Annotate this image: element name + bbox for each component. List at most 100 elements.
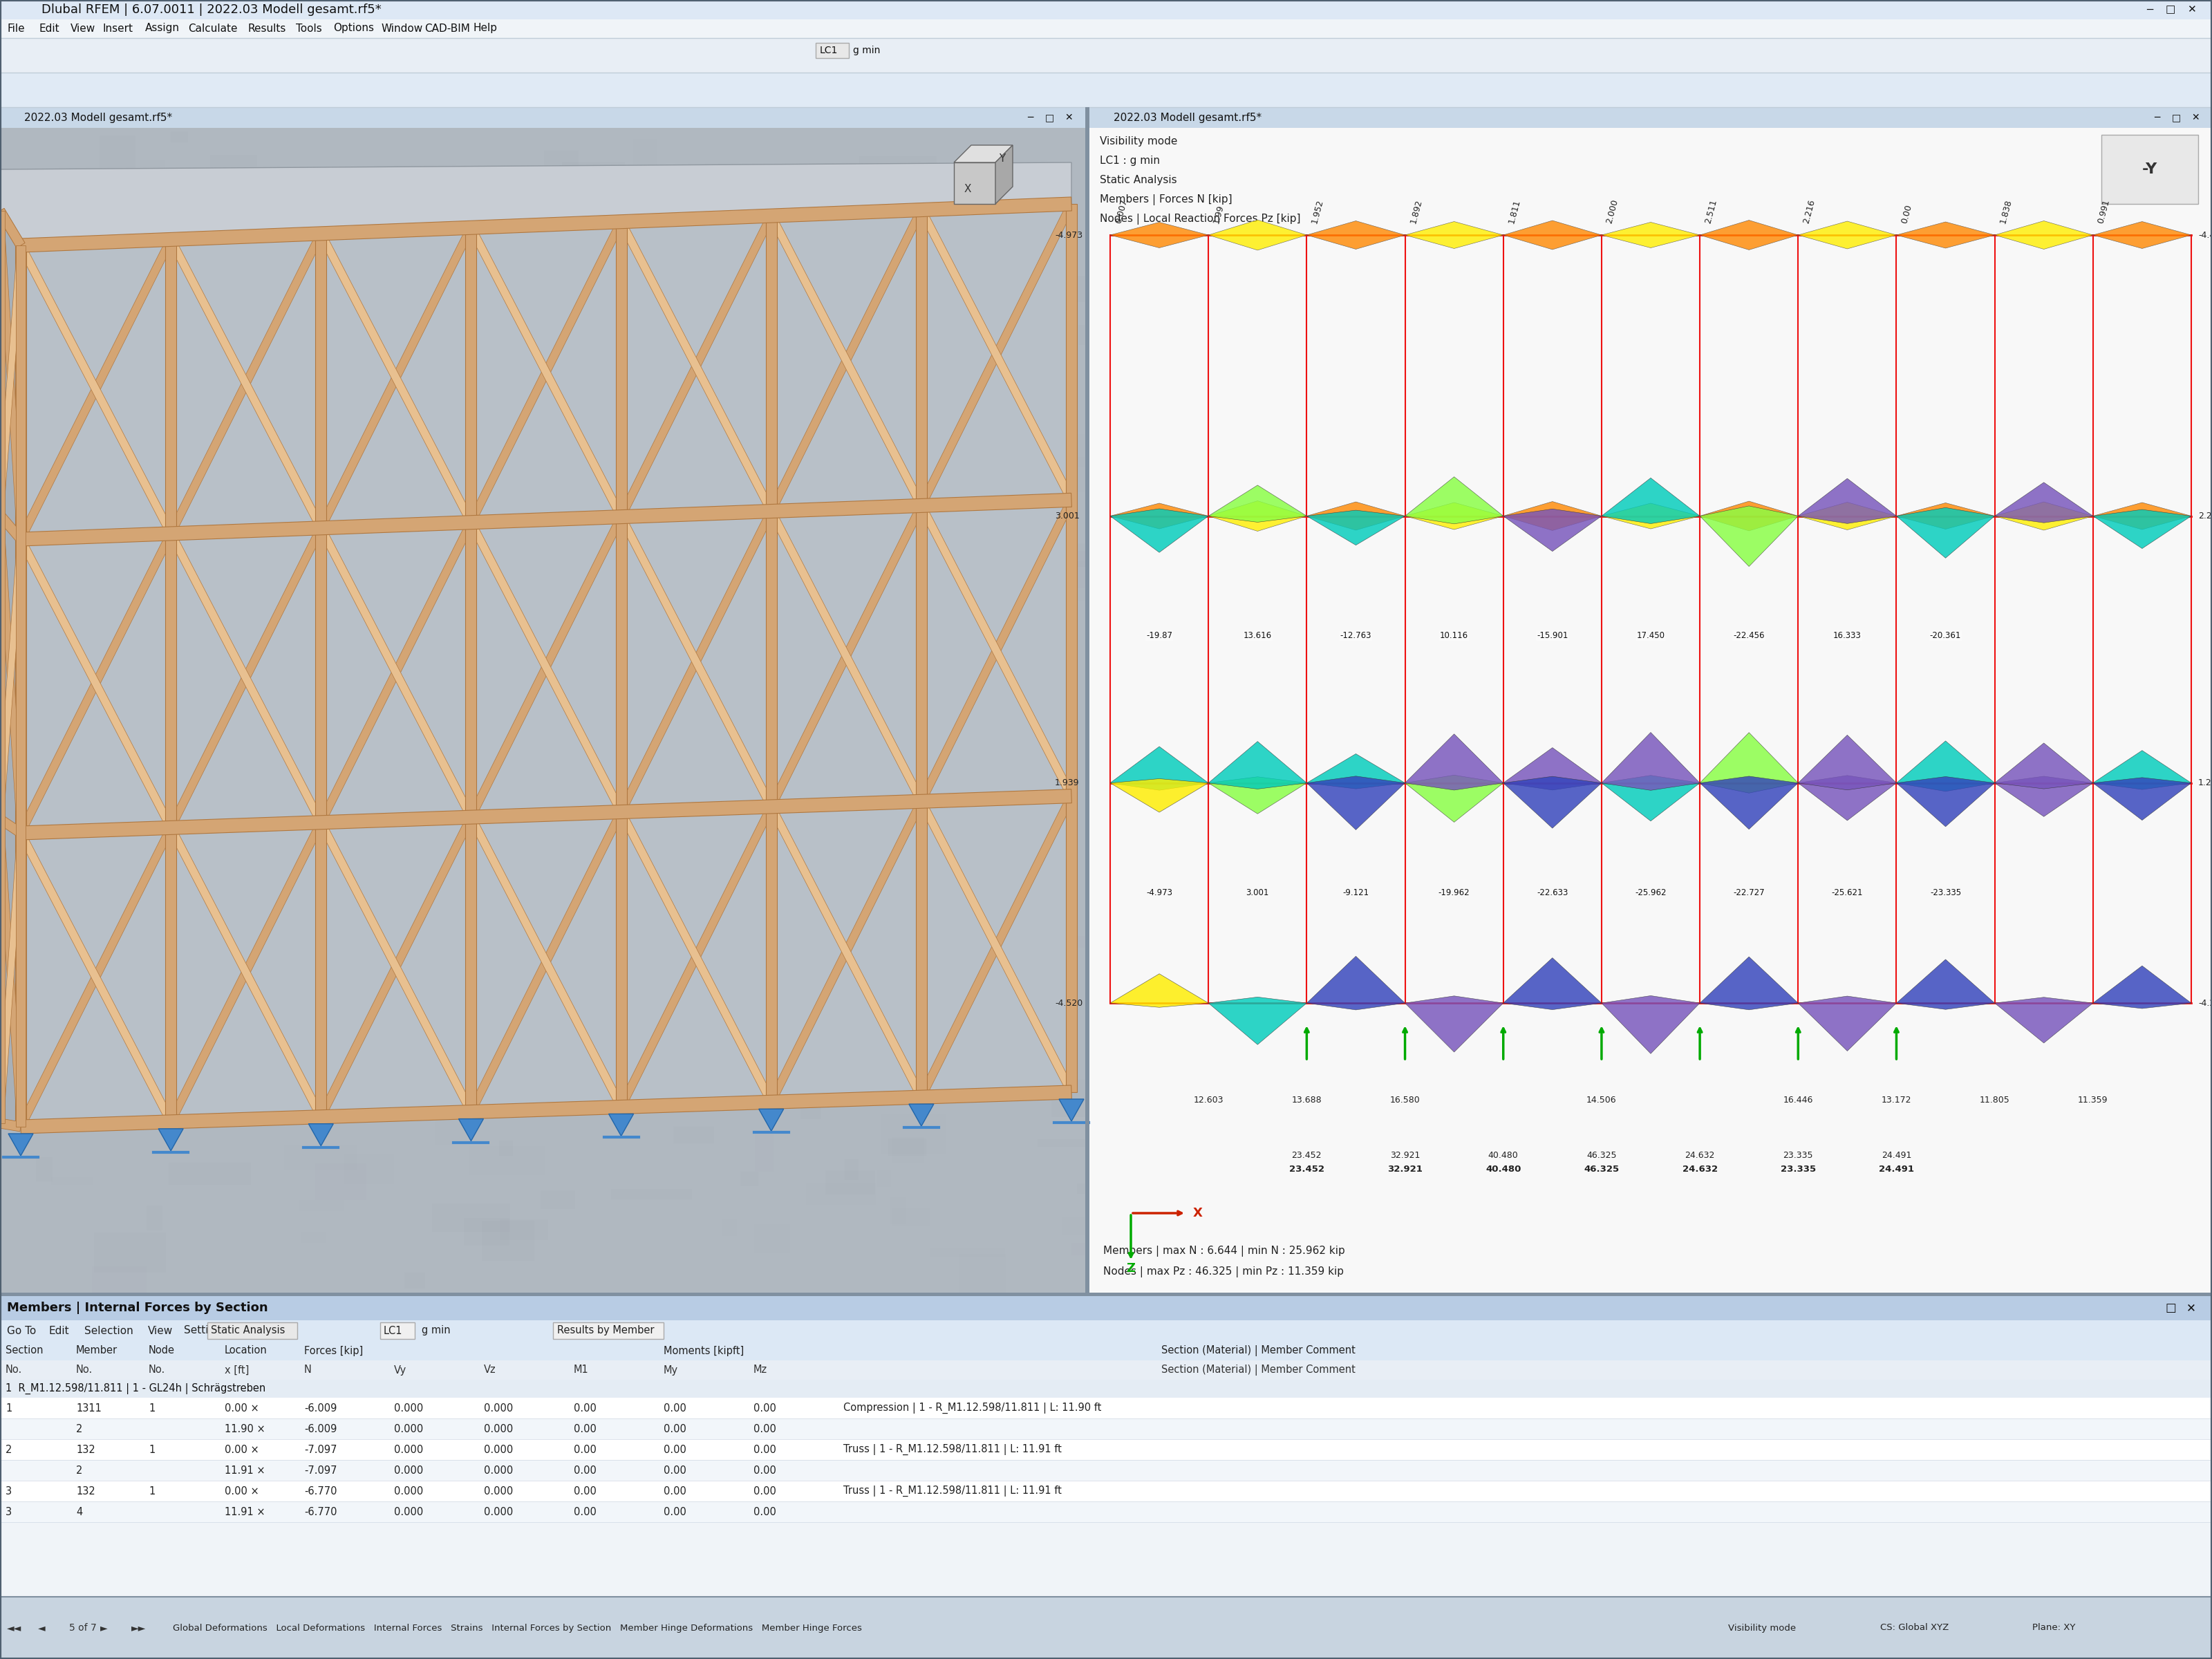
Polygon shape	[467, 810, 624, 1113]
Bar	[1040, 551, 1115, 589]
Bar	[338, 181, 358, 202]
Bar	[916, 428, 998, 446]
Bar	[482, 1221, 535, 1261]
Bar	[878, 1170, 891, 1186]
Text: 3.001: 3.001	[1055, 511, 1079, 521]
Text: ►: ►	[100, 1623, 108, 1632]
Polygon shape	[1896, 776, 1995, 826]
Bar	[911, 806, 982, 834]
Bar	[458, 856, 473, 894]
Text: 1.99: 1.99	[1212, 204, 1225, 224]
Text: Z: Z	[1126, 1262, 1135, 1274]
Bar	[666, 856, 732, 879]
Bar	[175, 743, 234, 765]
Bar	[659, 886, 737, 896]
Bar	[168, 1163, 250, 1185]
Bar	[515, 684, 573, 695]
Bar	[405, 1272, 425, 1289]
Text: 2.000: 2.000	[1606, 199, 1619, 224]
Bar	[0, 1292, 2212, 1296]
Polygon shape	[617, 805, 774, 1108]
Bar	[889, 1138, 927, 1156]
Bar	[1077, 1183, 1139, 1194]
Bar	[7, 732, 44, 757]
Bar	[615, 742, 684, 775]
Bar	[538, 929, 604, 964]
Bar	[712, 713, 759, 728]
Text: X: X	[1192, 1208, 1203, 1219]
Text: -9.121: -9.121	[1343, 889, 1369, 898]
Text: 0.000: 0.000	[484, 1486, 513, 1496]
Bar	[887, 727, 940, 766]
Text: Go To: Go To	[7, 1326, 35, 1335]
Bar	[319, 713, 352, 727]
Polygon shape	[759, 1108, 783, 1131]
Bar	[46, 269, 104, 299]
Text: x [ft]: x [ft]	[226, 1365, 250, 1375]
Text: X: X	[964, 184, 971, 194]
Bar	[93, 1233, 166, 1272]
Bar	[283, 1145, 356, 1170]
Polygon shape	[953, 163, 995, 204]
Text: □: □	[2166, 5, 2174, 15]
Text: 24.632: 24.632	[1686, 1151, 1714, 1160]
Polygon shape	[20, 493, 1071, 546]
Bar	[0, 1380, 2212, 1397]
Text: Section (Material) | Member Comment: Section (Material) | Member Comment	[1161, 1345, 1356, 1357]
Bar	[969, 547, 1033, 566]
Bar	[4, 747, 49, 766]
Bar	[810, 237, 858, 275]
Bar	[661, 446, 734, 481]
Bar	[453, 338, 489, 353]
Bar	[823, 667, 845, 692]
Text: Vy: Vy	[394, 1365, 407, 1375]
Text: 0.00: 0.00	[573, 1423, 597, 1433]
Bar	[0, 1596, 2212, 1659]
Bar	[434, 1030, 476, 1050]
Bar	[858, 156, 936, 186]
Text: 0.000: 0.000	[484, 1506, 513, 1516]
Text: 23.335: 23.335	[1783, 1151, 1814, 1160]
Bar	[500, 1219, 549, 1241]
Bar	[500, 1141, 513, 1156]
Polygon shape	[909, 1103, 933, 1126]
Polygon shape	[1110, 778, 1208, 813]
Text: Dlubal RFEM | 6.07.0011 | 2022.03 Modell gesamt.rf5*: Dlubal RFEM | 6.07.0011 | 2022.03 Modell…	[42, 3, 380, 17]
Bar	[228, 732, 270, 763]
Bar	[953, 596, 1026, 606]
Polygon shape	[20, 1085, 1071, 1133]
Text: 132: 132	[75, 1445, 95, 1455]
Text: 1.892: 1.892	[1409, 199, 1425, 224]
Text: CS: Global XYZ: CS: Global XYZ	[1880, 1624, 1949, 1632]
Bar	[456, 251, 495, 290]
Text: 0.00: 0.00	[754, 1423, 776, 1433]
Text: 0.000: 0.000	[394, 1506, 422, 1516]
Polygon shape	[1307, 956, 1405, 1010]
Text: 5 of 7: 5 of 7	[69, 1623, 97, 1632]
Text: 1.811: 1.811	[1506, 199, 1522, 224]
Polygon shape	[18, 826, 175, 1128]
Text: Nodes | max Pz : 46.325 | min Pz : 11.359 kip: Nodes | max Pz : 46.325 | min Pz : 11.35…	[1104, 1266, 1345, 1277]
Text: 0.000: 0.000	[394, 1404, 422, 1413]
Text: 0.00 ×: 0.00 ×	[226, 1486, 259, 1496]
Polygon shape	[159, 1128, 184, 1151]
Bar	[801, 922, 821, 949]
Text: ◄: ◄	[38, 1623, 46, 1632]
Bar	[1031, 272, 1077, 305]
Bar	[113, 224, 195, 264]
Bar	[684, 254, 730, 285]
Bar	[639, 333, 677, 357]
Text: Help: Help	[473, 23, 498, 33]
Bar	[104, 562, 179, 586]
Bar	[887, 458, 960, 468]
Bar	[53, 423, 119, 441]
Polygon shape	[2093, 966, 2192, 1009]
Polygon shape	[316, 521, 476, 825]
Polygon shape	[1601, 478, 1699, 524]
Text: 0.00: 0.00	[573, 1506, 597, 1516]
Polygon shape	[1601, 503, 1699, 529]
Bar	[544, 151, 580, 182]
Bar	[949, 778, 1026, 790]
Text: Vz: Vz	[484, 1365, 495, 1375]
Polygon shape	[918, 795, 1075, 1098]
